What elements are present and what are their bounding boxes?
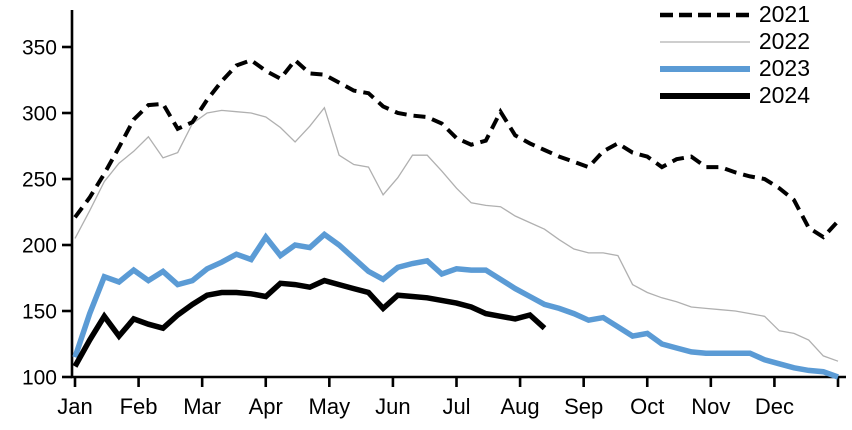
x-tick-label: Jul <box>442 394 470 419</box>
x-tick-label: Jun <box>375 394 410 419</box>
x-tick-label: May <box>309 394 351 419</box>
y-tick-label: 350 <box>22 37 57 60</box>
x-tick-label: Nov <box>691 394 730 419</box>
y-tick-label: 300 <box>22 103 57 126</box>
series-line-2023 <box>72 230 839 380</box>
y-tick-label: 250 <box>22 169 57 192</box>
legend-item-2024: 2024 <box>659 82 810 109</box>
legend-item-2021: 2021 <box>659 1 810 28</box>
series-line-2021 <box>73 57 840 240</box>
legend-line-thin-icon <box>659 40 750 43</box>
legend-label: 2021 <box>758 1 810 27</box>
x-tick-label: Oct <box>630 394 664 419</box>
legend-line-black-icon <box>659 92 750 99</box>
x-tick-label: Apr <box>249 394 283 419</box>
x-tick-label: Sep <box>564 394 603 419</box>
legend-item-2023: 2023 <box>659 55 810 82</box>
y-tick-label: 100 <box>22 367 57 390</box>
series-line-2024 <box>72 277 547 368</box>
x-tick-label: Dec <box>755 394 794 419</box>
x-tick-label: Jan <box>57 394 92 419</box>
series-line-2022 <box>74 106 839 362</box>
y-tick-label: 200 <box>22 235 57 258</box>
legend-item-2022: 2022 <box>659 28 810 55</box>
x-tick-label: Aug <box>501 394 540 419</box>
legend-label: 2023 <box>758 55 810 81</box>
legend-line-dashed-icon <box>659 12 750 17</box>
y-tick-label: 150 <box>22 301 57 324</box>
x-tick-label: Feb <box>120 394 158 419</box>
legend-label: 2024 <box>758 82 810 108</box>
legend-label: 2022 <box>758 28 810 54</box>
legend-line-blue-icon <box>659 65 750 72</box>
legend: 2021 2022 2023 2024 <box>659 1 810 109</box>
x-tick-label: Mar <box>183 394 221 419</box>
